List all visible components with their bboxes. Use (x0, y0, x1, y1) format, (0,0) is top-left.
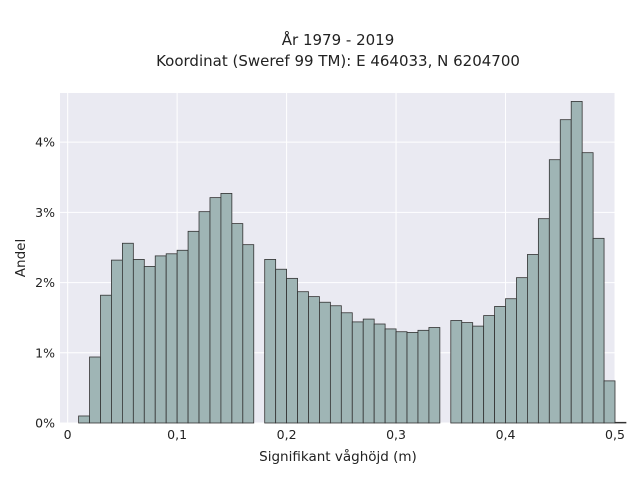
histogram-bar (329, 305, 342, 424)
histogram-bar (603, 380, 616, 424)
histogram-bar (527, 254, 539, 424)
histogram-bar (111, 259, 123, 424)
histogram-bar (297, 291, 309, 424)
histogram-bar (461, 322, 474, 424)
histogram-bar (592, 237, 605, 424)
bars (78, 101, 627, 424)
histogram-bar (406, 332, 419, 424)
histogram-bar (373, 323, 386, 424)
histogram-bar (428, 327, 441, 424)
histogram-bar (176, 249, 189, 424)
chart-title-line-2: Koordinat (Sweref 99 TM): E 464033, N 62… (156, 52, 520, 70)
histogram-bar (242, 244, 255, 424)
histogram-bar (614, 421, 627, 424)
histogram-bar (494, 306, 506, 424)
y-tick-label: 1% (35, 345, 55, 360)
y-tick-label: 2% (35, 275, 55, 290)
histogram-bar (165, 253, 178, 424)
histogram-bar (264, 259, 277, 424)
x-tick-label: 0,2 (277, 427, 297, 442)
histogram-bar (198, 211, 211, 424)
histogram-bar (209, 197, 222, 424)
histogram-bar (581, 152, 594, 424)
y-tick-label: 3% (35, 205, 55, 220)
histogram-bar (154, 255, 167, 424)
y-axis-label: Andel (13, 239, 29, 277)
y-axis-ticks: 0% 1% 2% 3% 4% (35, 135, 55, 431)
y-tick-label: 0% (35, 416, 55, 431)
x-tick-label: 0 (64, 427, 72, 442)
histogram-bar (570, 101, 583, 424)
histogram-bar (548, 159, 561, 424)
histogram-bar (537, 218, 550, 424)
histogram-bar (417, 329, 430, 424)
x-axis-ticks: 0 0,1 0,2 0,3 0,4 0,5 (64, 427, 625, 442)
histogram-bar (100, 294, 112, 424)
x-tick-label: 0,4 (496, 427, 516, 442)
histogram-bar (395, 331, 408, 424)
y-tick-label: 4% (35, 135, 55, 150)
histogram-bar (231, 223, 244, 424)
histogram-bar (351, 321, 364, 424)
x-axis-label: Signifikant våghöjd (m) (259, 448, 417, 465)
histogram-bar (121, 242, 134, 424)
histogram-bar (559, 119, 572, 424)
histogram-bar (89, 356, 101, 424)
histogram-bar (505, 298, 517, 424)
x-tick-label: 0,5 (605, 427, 625, 442)
histogram-bar (340, 312, 353, 424)
histogram-bar (384, 328, 397, 424)
histogram-bar (483, 315, 495, 424)
histogram-bar (220, 193, 233, 424)
histogram-bar (308, 296, 320, 424)
histogram-bar (450, 320, 463, 424)
histogram-bar (286, 277, 298, 424)
x-tick-label: 0,3 (386, 427, 406, 442)
histogram-bar (187, 230, 200, 424)
histogram-bar (143, 266, 156, 424)
histogram-bar (362, 318, 375, 424)
histogram-bar (132, 259, 145, 424)
histogram-bar (319, 301, 331, 424)
x-tick-label: 0,1 (167, 427, 187, 442)
histogram-bar (472, 325, 485, 424)
histogram-bar (275, 268, 287, 424)
chart-title-line-1: År 1979 - 2019 (282, 30, 395, 49)
histogram-bar (78, 415, 90, 424)
histogram-bar (516, 277, 528, 424)
